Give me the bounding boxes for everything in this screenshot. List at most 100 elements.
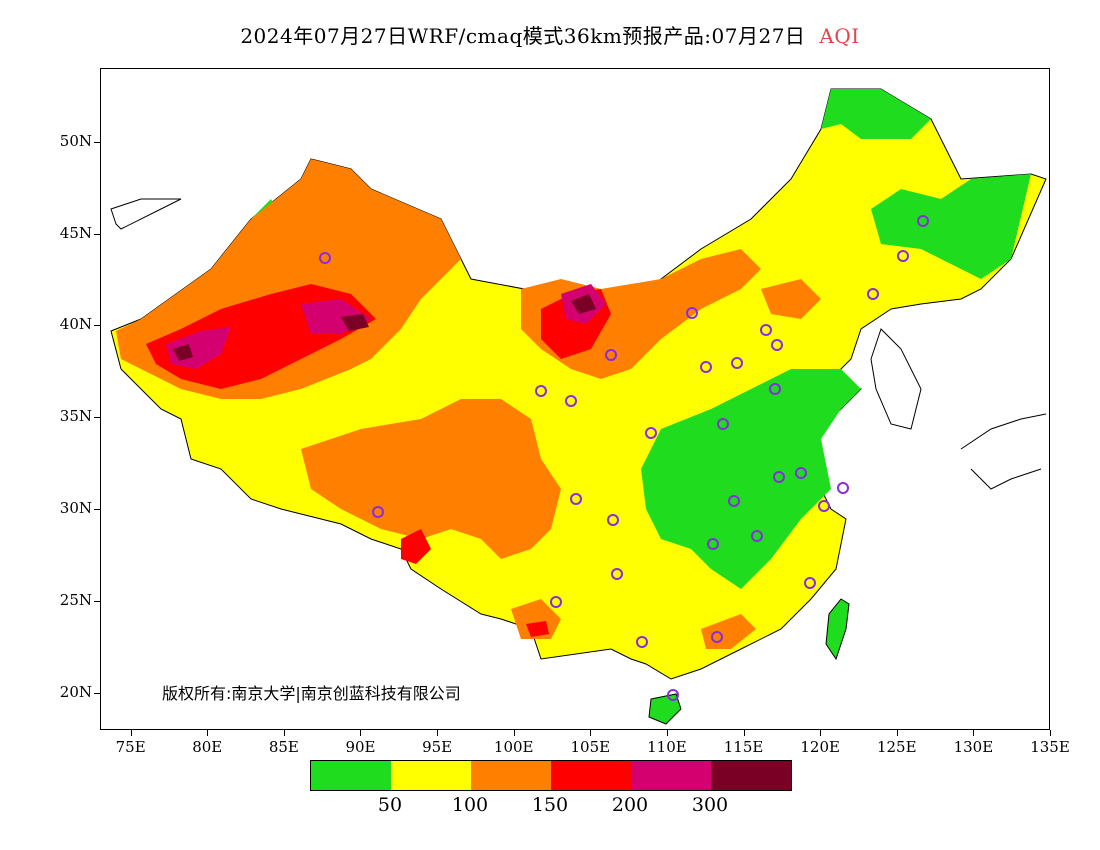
station-marker — [565, 395, 577, 407]
japan-coast — [960, 413, 1047, 490]
maroon-tarim — [341, 314, 369, 331]
legend-swatch — [631, 761, 711, 790]
x-tick-label: 95E — [422, 738, 453, 756]
x-tick-mark — [743, 730, 745, 736]
station-marker — [717, 418, 729, 430]
x-tick-mark — [896, 730, 898, 736]
maroon-xinjiang — [173, 344, 193, 361]
green-heilongjiang — [871, 174, 1031, 279]
orange-tibet-sichuan — [301, 399, 561, 559]
green-central-east — [641, 369, 861, 589]
y-tick-label: 25N — [59, 591, 92, 610]
y-tick-mark — [94, 509, 100, 511]
orange-guangxi — [511, 599, 561, 639]
legend-label: 200 — [611, 794, 649, 816]
y-tick-mark — [94, 417, 100, 419]
x-tick-label: 110E — [647, 738, 687, 756]
x-tick-mark — [973, 730, 975, 736]
title-text: 2024年07月27日WRF/cmaq模式36km预报产品:07月27日 — [240, 24, 806, 48]
x-tick-label: 120E — [800, 738, 840, 756]
station-marker — [760, 324, 772, 336]
station-marker — [372, 506, 384, 518]
hainan-island — [648, 693, 682, 725]
station-marker — [711, 631, 723, 643]
legend-swatch — [471, 761, 551, 790]
aqi-map — [100, 68, 1050, 730]
legend-label: 100 — [451, 794, 489, 816]
y-tick-label: 50N — [59, 131, 92, 150]
x-tick-label: 130E — [953, 738, 994, 756]
legend-label: 300 — [691, 794, 729, 816]
station-marker — [867, 288, 879, 300]
y-tick-label: 35N — [59, 407, 92, 426]
y-tick-label: 40N — [59, 315, 92, 334]
red-tibet-south — [401, 529, 431, 564]
station-marker — [728, 495, 740, 507]
y-tick-label: 30N — [59, 499, 92, 518]
station-marker — [645, 427, 657, 439]
y-tick-label: 45N — [59, 223, 92, 242]
x-tick-mark — [207, 730, 209, 736]
station-marker — [917, 215, 929, 227]
x-tick-mark — [360, 730, 362, 736]
y-tick-mark — [94, 141, 100, 143]
station-marker — [795, 467, 807, 479]
maroon-inner-mongolia — [571, 294, 596, 314]
station-marker — [686, 307, 698, 319]
legend-swatch — [551, 761, 631, 790]
x-tick-mark — [283, 730, 285, 736]
y-tick-label: 20N — [59, 683, 92, 702]
legend-label: 150 — [531, 794, 569, 816]
station-marker — [700, 361, 712, 373]
legend-swatch — [391, 761, 471, 790]
x-tick-label: 125E — [876, 738, 917, 756]
map-title: 2024年07月27日WRF/cmaq模式36km预报产品:07月27日 AQI — [0, 20, 1100, 49]
x-tick-label: 135E — [1030, 738, 1070, 756]
station-marker — [818, 500, 830, 512]
caspian-coast — [110, 198, 182, 230]
station-marker — [607, 514, 619, 526]
station-marker — [731, 357, 743, 369]
station-marker — [769, 383, 781, 395]
orange-hebei — [761, 279, 821, 319]
x-tick-mark — [1050, 730, 1051, 736]
station-marker — [897, 250, 909, 262]
station-marker — [570, 493, 582, 505]
station-markers — [319, 215, 929, 701]
green-northeast — [821, 89, 931, 139]
x-tick-mark — [590, 730, 592, 736]
x-tick-mark — [513, 730, 515, 736]
x-tick-mark — [437, 730, 439, 736]
y-tick-mark — [94, 233, 100, 235]
station-marker — [751, 530, 763, 542]
x-tick-label: 115E — [723, 738, 764, 756]
station-marker — [837, 482, 849, 494]
station-marker — [773, 471, 785, 483]
taiwan-island — [825, 598, 850, 661]
station-marker — [667, 689, 679, 701]
y-tick-mark — [94, 325, 100, 327]
red-yunnan — [526, 621, 549, 637]
x-tick-mark — [130, 730, 132, 736]
legend-swatch — [711, 761, 791, 790]
x-tick-mark — [666, 730, 668, 736]
y-tick-mark — [94, 601, 100, 603]
legend-swatch — [311, 761, 391, 790]
orange-guangdong — [701, 614, 756, 649]
x-tick-label: 100E — [493, 738, 534, 756]
aqi-color-legend — [310, 760, 792, 791]
y-tick-mark — [94, 693, 100, 695]
x-tick-mark — [820, 730, 822, 736]
station-marker — [771, 339, 783, 351]
x-tick-label: 85E — [268, 738, 299, 756]
station-marker — [605, 349, 617, 361]
map-canvas — [110, 88, 1047, 725]
x-tick-label: 90E — [345, 738, 376, 756]
legend-label: 50 — [377, 794, 403, 816]
x-tick-label: 105E — [570, 738, 611, 756]
station-marker — [707, 538, 719, 550]
variable-label: AQI — [819, 24, 860, 48]
station-marker — [550, 596, 562, 608]
station-marker — [319, 252, 331, 264]
korea-coast — [870, 328, 922, 430]
